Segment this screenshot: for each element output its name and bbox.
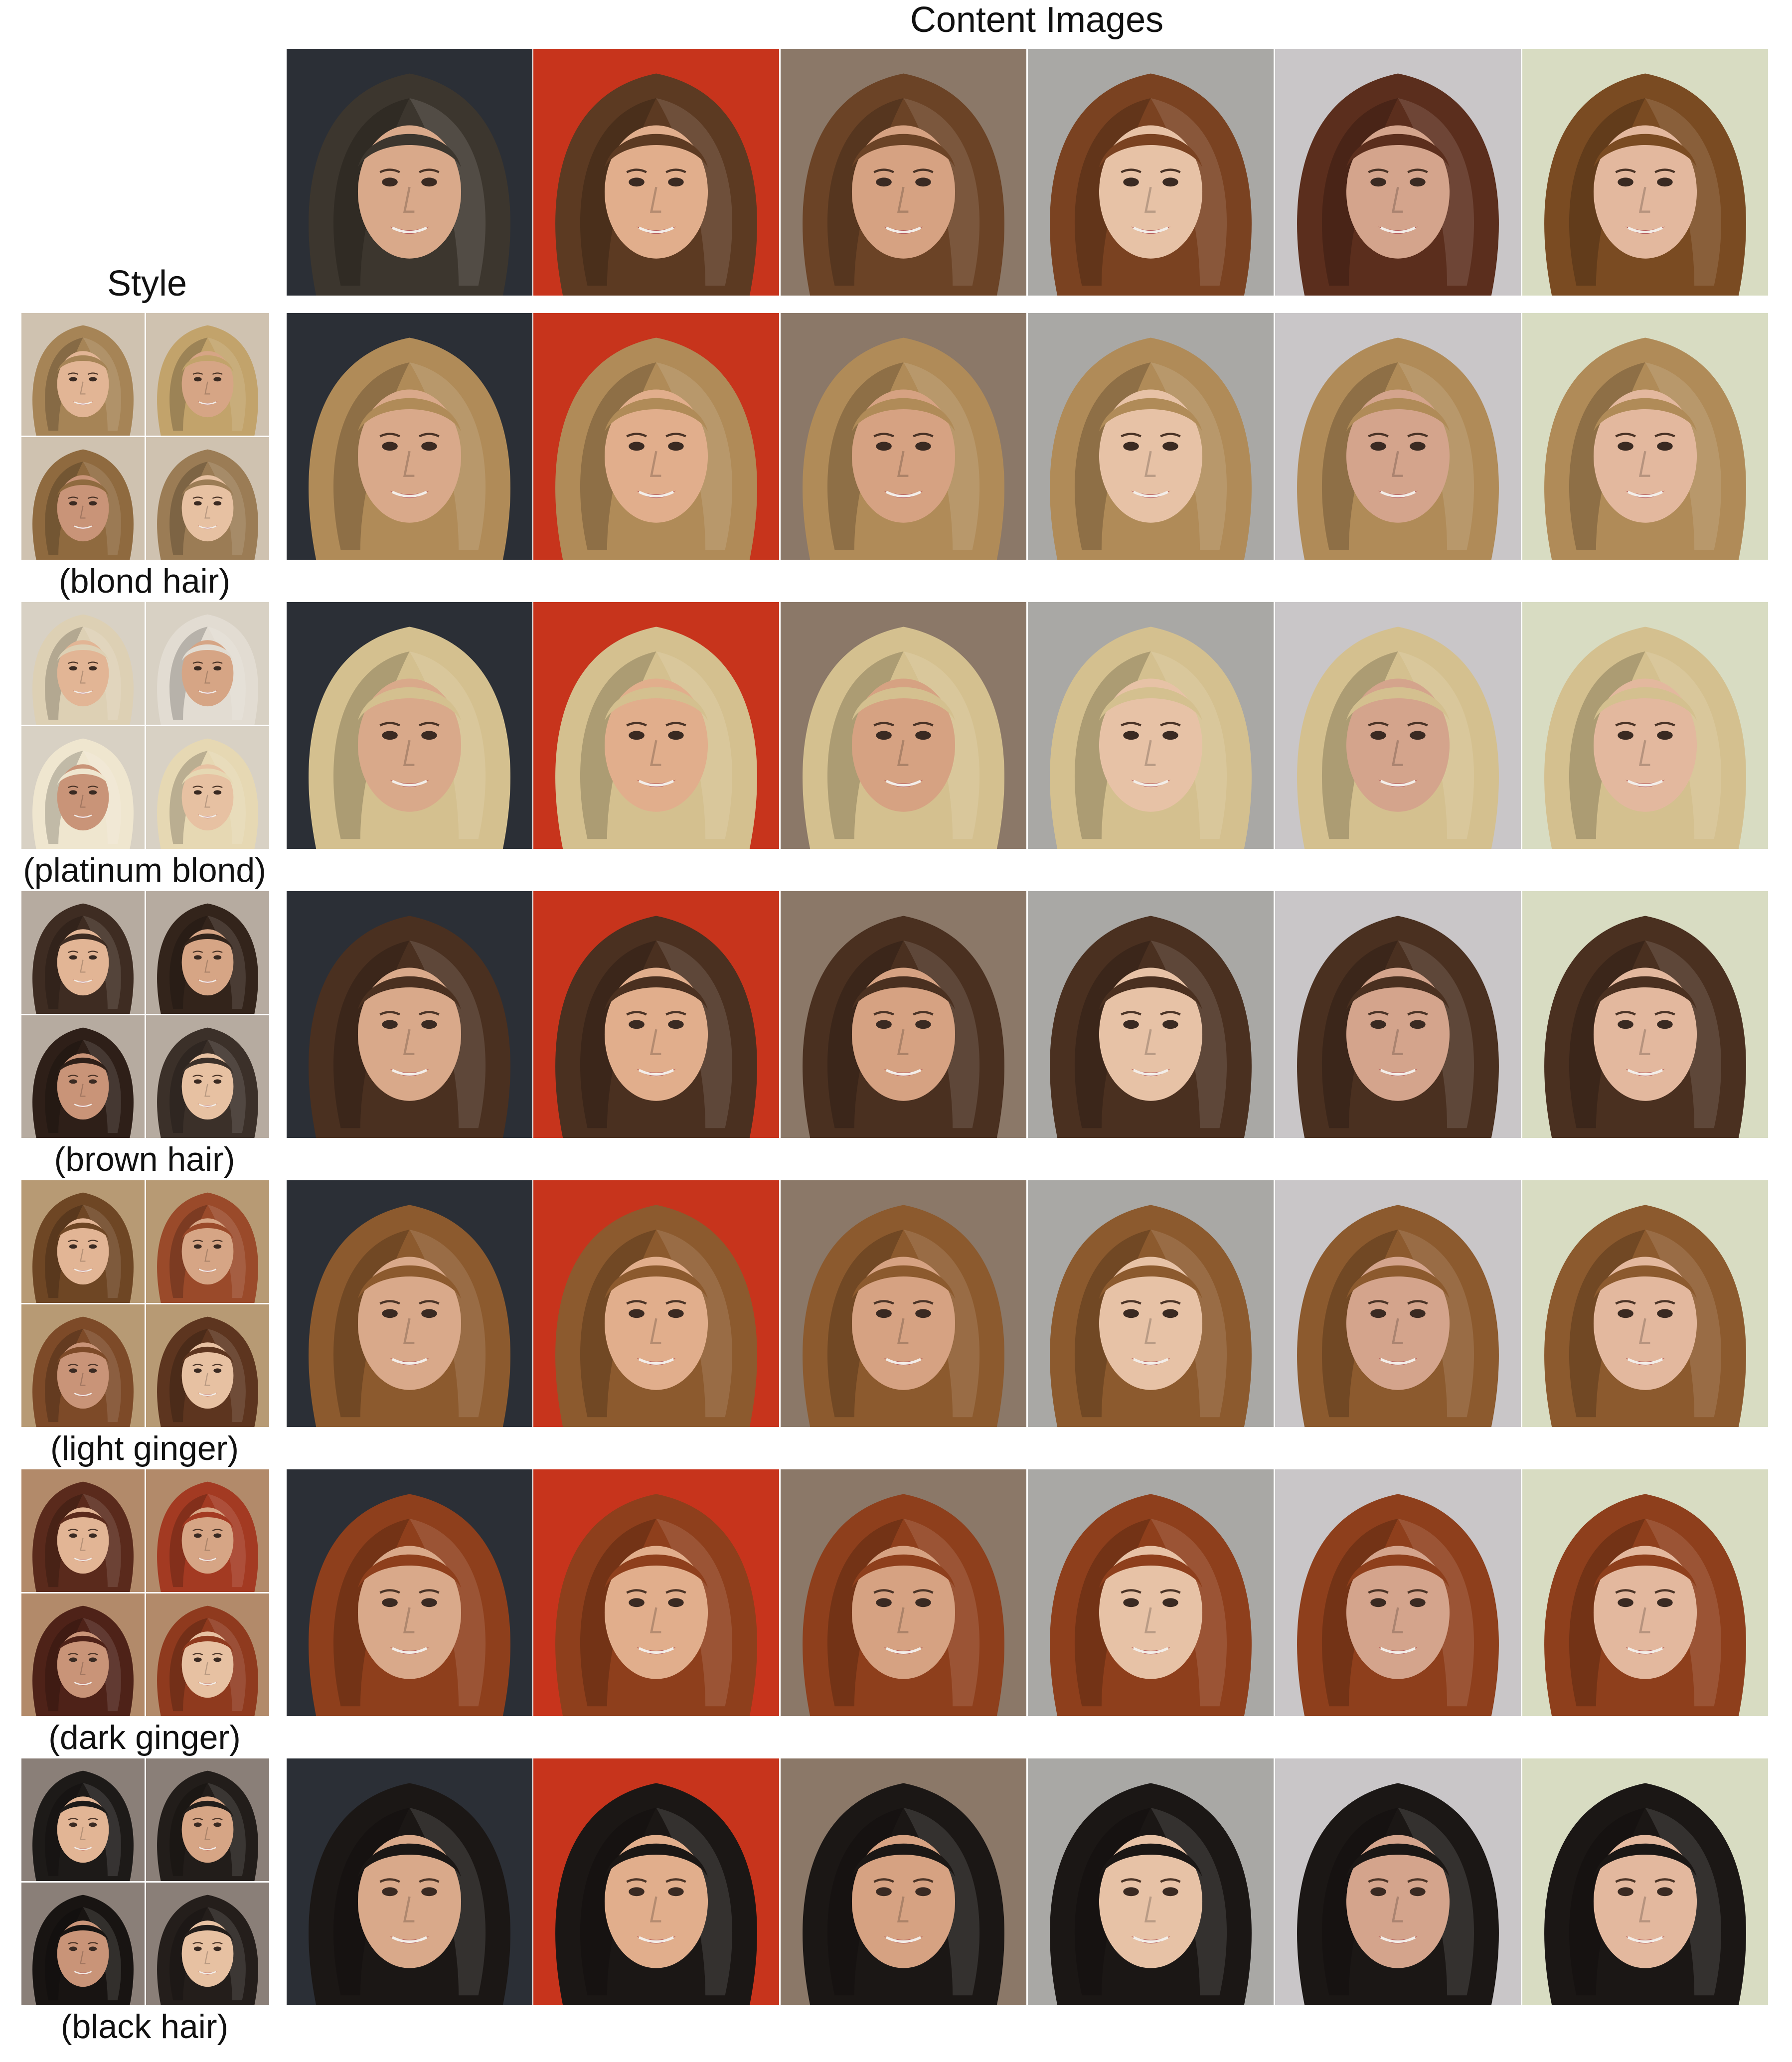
stylized-output-image (1028, 1758, 1274, 2005)
stylized-output-image (781, 602, 1026, 849)
style-thumbnail (21, 1469, 145, 1592)
style-thumbnail (146, 1593, 269, 1716)
style-thumbnail (21, 1883, 145, 2005)
style-thumbnail (146, 1469, 269, 1592)
content-image (533, 49, 779, 296)
style-caption: (black hair) (60, 2008, 229, 2046)
stylized-output-image (287, 891, 532, 1138)
content-images-title: Content Images (910, 0, 1164, 40)
style-thumbnail (146, 891, 269, 1014)
stylized-output-image (1522, 891, 1768, 1138)
style-thumbnail (21, 602, 145, 725)
style-thumbnail (146, 1758, 269, 1881)
stylized-output-image (1275, 313, 1521, 560)
stylized-output-image (1522, 1180, 1768, 1427)
stylized-output-image (781, 1758, 1026, 2005)
style-thumbnail (146, 1015, 269, 1138)
style-thumbnail (146, 1883, 269, 2005)
content-image (1522, 49, 1768, 296)
style-thumbnail (21, 1304, 145, 1427)
content-image (781, 49, 1026, 296)
stylized-output-image (781, 891, 1026, 1138)
stylized-output-image (1028, 891, 1274, 1138)
stylized-output-image (1522, 602, 1768, 849)
style-thumbnail (21, 1180, 145, 1303)
stylized-output-image (781, 1180, 1026, 1427)
stylized-output-image (533, 1469, 779, 1716)
stylized-output-image (1522, 1758, 1768, 2005)
stylized-output-image (533, 313, 779, 560)
style-caption: (dark ginger) (48, 1719, 241, 1756)
content-image (1275, 49, 1521, 296)
style-thumbnail (146, 726, 269, 849)
stylized-output-image (1522, 313, 1768, 560)
stylized-output-image (533, 1180, 779, 1427)
stylized-output-image (1522, 1469, 1768, 1716)
style-thumbnail (21, 726, 145, 849)
stylized-output-image (287, 1758, 532, 2005)
stylized-output-image (533, 602, 779, 849)
stylized-output-image (781, 313, 1026, 560)
style-title: Style (107, 264, 187, 304)
style-caption: (blond hair) (59, 562, 230, 600)
style-thumbnail (21, 891, 145, 1014)
stylized-output-image (533, 891, 779, 1138)
stylized-output-image (1028, 602, 1274, 849)
stylized-output-image (1275, 1758, 1521, 2005)
stylized-output-image (1028, 313, 1274, 560)
style-caption: (brown hair) (54, 1140, 235, 1178)
stylized-output-image (1275, 891, 1521, 1138)
stylized-output-image (533, 1758, 779, 2005)
style-caption: (light ginger) (50, 1429, 239, 1467)
style-thumbnail (21, 313, 145, 436)
style-thumbnail (146, 1180, 269, 1303)
stylized-output-image (287, 602, 532, 849)
style-thumbnail (146, 1304, 269, 1427)
style-thumbnail (21, 1758, 145, 1881)
style-thumbnail (21, 437, 145, 560)
content-image (1028, 49, 1274, 296)
style-thumbnail (146, 313, 269, 436)
content-image (287, 49, 532, 296)
stylized-output-image (781, 1469, 1026, 1716)
stylized-output-image (1028, 1180, 1274, 1427)
style-thumbnail (146, 602, 269, 725)
stylized-output-image (1275, 1180, 1521, 1427)
style-thumbnail (21, 1593, 145, 1716)
stylized-output-image (287, 1180, 532, 1427)
style-thumbnail (146, 437, 269, 560)
style-caption: (platinum blond) (23, 851, 266, 889)
stylized-output-image (287, 313, 532, 560)
style-thumbnail (21, 1015, 145, 1138)
stylized-output-image (1275, 602, 1521, 849)
stylized-output-image (1028, 1469, 1274, 1716)
stylized-output-image (287, 1469, 532, 1716)
stylized-output-image (1275, 1469, 1521, 1716)
